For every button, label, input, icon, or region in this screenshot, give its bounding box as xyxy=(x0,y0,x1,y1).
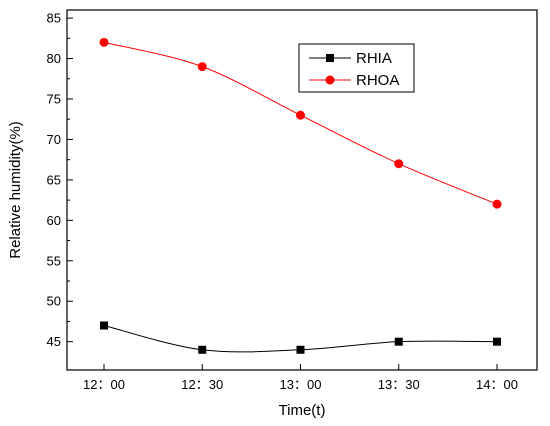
x-tick-label: 13：30 xyxy=(378,377,420,392)
y-tick-label: 80 xyxy=(47,51,61,66)
data-point-rhia xyxy=(394,337,403,346)
y-tick-label: 45 xyxy=(47,334,61,349)
data-point-rhia xyxy=(100,321,108,330)
data-point-rhia xyxy=(296,345,305,354)
y-tick-label: 60 xyxy=(47,213,61,228)
y-tick-label: 65 xyxy=(47,172,61,187)
data-point-rhoa xyxy=(99,37,109,47)
data-point-rhoa xyxy=(197,62,207,72)
data-point-rhoa xyxy=(492,199,502,209)
y-axis-label: Relative humidity(%) xyxy=(7,121,24,259)
y-tick-label: 50 xyxy=(47,294,61,309)
y-tick-label: 55 xyxy=(47,253,61,268)
data-point-rhia xyxy=(198,345,207,354)
x-tick-label: 12：00 xyxy=(83,377,125,392)
x-axis: 12：00 12：30 13：00 13：30 14：00 xyxy=(83,364,518,392)
legend-box xyxy=(298,43,415,93)
legend-label-rhoa: RHOA xyxy=(356,72,399,89)
x-tick-label: 12：30 xyxy=(181,377,223,392)
series-layer xyxy=(99,37,502,354)
legend-marker-rhoa xyxy=(325,75,335,85)
y-tick-label: 75 xyxy=(47,91,61,106)
data-point-rhia xyxy=(493,337,501,346)
x-tick-label: 13：00 xyxy=(280,377,322,392)
y-tick-label: 70 xyxy=(47,132,61,147)
legend: RHIA RHOA xyxy=(298,43,415,93)
x-tick-label: 14：00 xyxy=(476,377,518,392)
legend-label-rhia: RHIA xyxy=(356,50,392,67)
y-axis: 45 50 55 60 65 70 75 80 85 xyxy=(47,11,73,349)
y-tick-label: 85 xyxy=(47,11,61,26)
legend-marker-rhia xyxy=(326,54,334,62)
data-point-rhoa xyxy=(296,110,305,120)
plot-frame xyxy=(66,9,538,371)
x-axis-label: Time(t) xyxy=(279,402,326,419)
data-point-rhoa xyxy=(394,159,404,169)
